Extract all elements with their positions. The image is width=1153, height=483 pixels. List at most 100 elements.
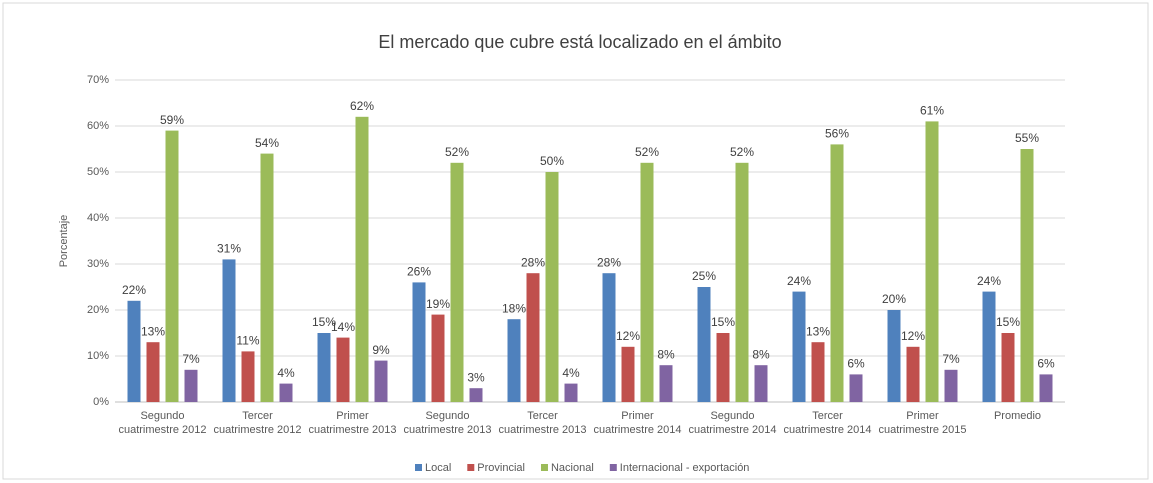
bar: [336, 337, 350, 402]
legend-label: Provincial: [477, 462, 525, 474]
value-label: 52%: [730, 145, 754, 159]
bar: [1001, 333, 1015, 402]
value-label: 24%: [977, 274, 1001, 288]
bar: [374, 360, 388, 402]
value-label: 6%: [847, 357, 865, 371]
y-tick-label: 10%: [87, 350, 109, 362]
bar: [526, 273, 540, 402]
value-label: 12%: [901, 329, 925, 343]
bar: [830, 144, 844, 402]
x-tick-label: Primer cuatrimestre 2014: [593, 410, 681, 436]
value-label: 55%: [1015, 131, 1039, 145]
value-label: 8%: [752, 347, 770, 361]
x-tick-label: Tercer cuatrimestre 2013: [498, 410, 586, 436]
value-label: 15%: [312, 315, 336, 329]
legend-swatch: [609, 464, 617, 471]
value-label: 56%: [825, 127, 849, 141]
value-label: 52%: [635, 145, 659, 159]
legend-label: Nacional: [551, 462, 594, 474]
value-label: 20%: [882, 292, 906, 306]
value-label: 28%: [521, 255, 545, 269]
value-label: 14%: [331, 320, 355, 334]
value-label: 4%: [277, 366, 295, 380]
y-axis-label: Porcentaje: [58, 215, 70, 268]
bar: [1020, 149, 1034, 402]
bar: [735, 162, 749, 402]
value-label: 12%: [616, 329, 640, 343]
value-label: 26%: [407, 265, 431, 279]
value-label: 18%: [502, 301, 526, 315]
value-label: 15%: [711, 315, 735, 329]
bar: [127, 300, 141, 402]
value-label: 52%: [445, 145, 469, 159]
value-label: 28%: [597, 255, 621, 269]
value-label: 13%: [806, 324, 830, 338]
value-label: 25%: [692, 269, 716, 283]
value-label: 62%: [350, 99, 374, 113]
bar: [925, 121, 939, 403]
value-label: 9%: [372, 343, 390, 357]
bar: [260, 153, 274, 402]
value-label: 15%: [996, 315, 1020, 329]
bar: [279, 383, 293, 402]
x-tick-label: Segundo cuatrimestre 2014: [688, 410, 776, 436]
bar: [564, 383, 578, 402]
x-tick-label: Tercer cuatrimestre 2014: [783, 410, 871, 436]
value-label: 7%: [182, 352, 200, 366]
value-label: 7%: [942, 352, 960, 366]
value-label: 6%: [1037, 357, 1055, 371]
bar: [792, 291, 806, 402]
bar: [621, 346, 635, 402]
y-tick-label: 60%: [87, 120, 109, 132]
x-tick-label: Segundo cuatrimestre 2012: [118, 410, 206, 436]
legend-swatch: [540, 464, 548, 471]
bar: [507, 319, 521, 402]
value-label: 24%: [787, 274, 811, 288]
value-label: 22%: [122, 283, 146, 297]
legend-swatch: [415, 464, 422, 471]
bar: [602, 273, 616, 402]
value-label: 11%: [236, 334, 259, 348]
legend-swatch: [467, 464, 475, 471]
bar: [811, 342, 825, 402]
bar: [640, 162, 654, 402]
x-tick-label: Primer cuatrimestre 2013: [308, 410, 396, 436]
bar: [887, 310, 901, 402]
bar: [659, 365, 673, 402]
value-label: 59%: [160, 113, 184, 127]
bar: [754, 365, 768, 402]
bar: [1039, 374, 1053, 402]
bar: [906, 346, 920, 402]
bar: [355, 116, 369, 403]
x-tick-label: Primer cuatrimestre 2015: [878, 410, 966, 436]
bar: [469, 388, 483, 402]
value-label: 50%: [540, 154, 564, 168]
bar: [944, 369, 958, 402]
value-label: 4%: [562, 366, 580, 380]
bar: [697, 287, 711, 402]
value-label: 8%: [657, 347, 675, 361]
x-tick-label: Segundo cuatrimestre 2013: [403, 410, 491, 436]
bar: [146, 342, 160, 402]
y-tick-label: 70%: [87, 74, 109, 86]
chart-title: El mercado que cubre está localizado en …: [378, 32, 781, 52]
y-tick-label: 0%: [93, 396, 109, 408]
value-label: 54%: [255, 136, 279, 150]
legend-label: Local: [425, 462, 451, 474]
value-label: 13%: [141, 324, 165, 338]
y-tick-label: 30%: [87, 258, 109, 270]
x-tick-label: Promedio: [994, 410, 1041, 422]
value-label: 3%: [467, 370, 485, 384]
bar: [982, 291, 996, 402]
bar: [849, 374, 863, 402]
value-label: 31%: [217, 242, 241, 256]
bar: [716, 333, 730, 402]
y-tick-label: 20%: [87, 304, 109, 316]
value-label: 19%: [426, 297, 450, 311]
bar: [317, 333, 331, 402]
bar: [184, 369, 198, 402]
bar: [450, 162, 464, 402]
x-tick-label: Tercer cuatrimestre 2012: [213, 410, 301, 436]
legend-label: Internacional - exportación: [620, 462, 750, 474]
